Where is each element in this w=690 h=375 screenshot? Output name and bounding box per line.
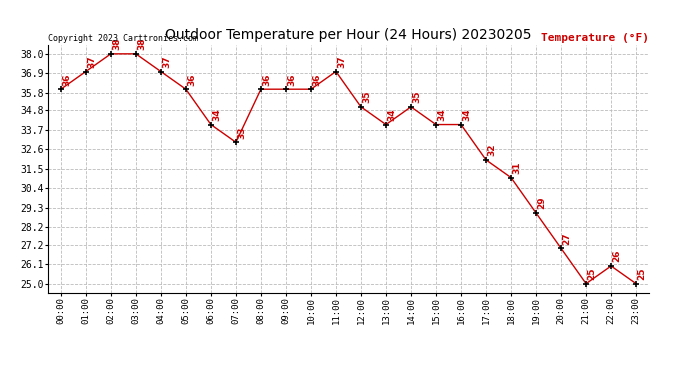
Text: 33: 33 [237, 126, 246, 139]
Text: 34: 34 [437, 108, 446, 121]
Text: Copyright 2023 Carttronics.com: Copyright 2023 Carttronics.com [48, 33, 198, 42]
Text: 25: 25 [587, 268, 596, 280]
Text: 35: 35 [412, 91, 421, 104]
Text: 26: 26 [612, 250, 621, 262]
Text: 38: 38 [137, 38, 146, 50]
Text: 36: 36 [312, 73, 321, 86]
Text: 25: 25 [638, 268, 647, 280]
Text: 37: 37 [87, 56, 96, 68]
Text: 35: 35 [362, 91, 371, 104]
Text: 34: 34 [387, 108, 396, 121]
Text: 38: 38 [112, 38, 121, 50]
Text: 31: 31 [512, 162, 521, 174]
Text: 36: 36 [262, 73, 271, 86]
Text: 37: 37 [337, 56, 346, 68]
Text: 36: 36 [287, 73, 296, 86]
Text: 32: 32 [487, 144, 496, 156]
Text: Temperature (°F): Temperature (°F) [540, 33, 649, 42]
Title: Outdoor Temperature per Hour (24 Hours) 20230205: Outdoor Temperature per Hour (24 Hours) … [165, 28, 532, 42]
Text: 36: 36 [62, 73, 71, 86]
Text: 36: 36 [187, 73, 196, 86]
Text: 29: 29 [538, 197, 546, 209]
Text: 34: 34 [212, 108, 221, 121]
Text: 34: 34 [462, 108, 471, 121]
Text: 27: 27 [562, 232, 571, 245]
Text: 37: 37 [162, 56, 171, 68]
